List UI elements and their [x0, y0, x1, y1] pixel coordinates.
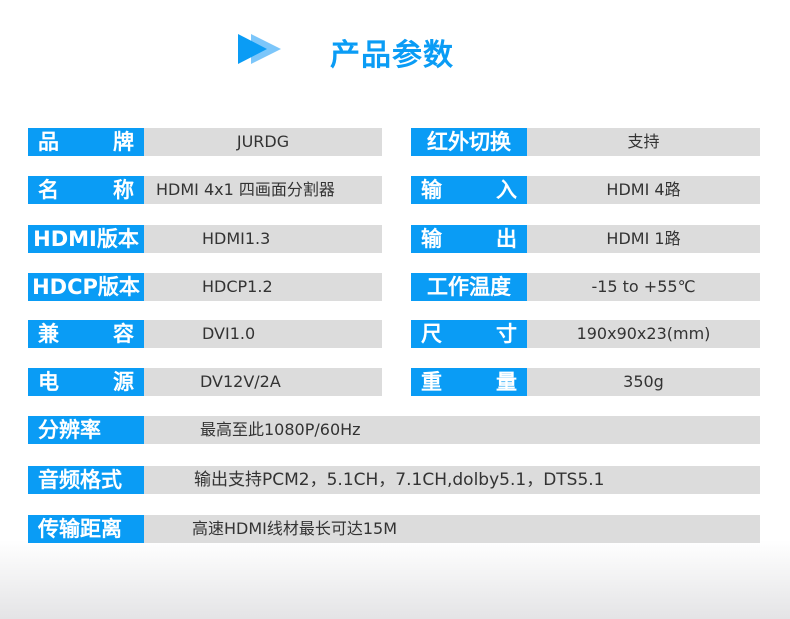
spec-label: 分辨率	[28, 416, 144, 444]
spec-label-text: 入	[496, 178, 517, 202]
spec-label: 重量	[411, 368, 527, 396]
spec-label-text: 输	[421, 227, 442, 251]
spec-label: HDMI版本	[28, 225, 144, 253]
spec-label-text: HDCP版本	[32, 275, 140, 299]
spec-label-text: 红外切换	[427, 130, 511, 154]
spec-value: DVI1.0	[144, 320, 382, 348]
spec-label-text: 电	[38, 370, 59, 394]
spec-label-text: 品	[38, 130, 59, 154]
spec-label-text: 名	[38, 178, 59, 202]
spec-label: 红外切换	[411, 128, 527, 156]
double-arrow-icon	[238, 34, 281, 64]
spec-label-text: 寸	[496, 322, 517, 346]
spec-label-text: 称	[113, 178, 134, 202]
spec-value: DV12V/2A	[144, 368, 382, 396]
spec-value: 350g	[527, 368, 760, 396]
spec-value: HDCP1.2	[144, 273, 382, 301]
spec-label: 输出	[411, 225, 527, 253]
spec-value: JURDG	[144, 128, 382, 156]
spec-label-text: 工作温度	[427, 275, 511, 299]
spec-value: HDMI1.3	[144, 225, 382, 253]
spec-label-text: 尺	[421, 322, 442, 346]
spec-label-text: 容	[113, 322, 134, 346]
spec-label: HDCP版本	[28, 273, 144, 301]
spec-label-text: 牌	[113, 130, 134, 154]
spec-label-text: 兼	[38, 322, 59, 346]
spec-label: 输入	[411, 176, 527, 204]
spec-label: 工作温度	[411, 273, 527, 301]
spec-label: 品牌	[28, 128, 144, 156]
spec-label-text: 源	[113, 370, 134, 394]
spec-label-text: 输	[421, 178, 442, 202]
spec-label: 兼容	[28, 320, 144, 348]
spec-label: 尺寸	[411, 320, 527, 348]
spec-value: 支持	[527, 128, 760, 156]
spec-label: 音频格式	[28, 466, 144, 494]
spec-label-text: HDMI版本	[33, 227, 139, 251]
spec-label-text: 量	[496, 370, 517, 394]
spec-value: 输出支持PCM2，5.1CH，7.1CH,dolby5.1，DTS5.1	[144, 466, 760, 494]
spec-label: 传输距离	[28, 515, 144, 543]
spec-value: HDMI 4x1 四画面分割器	[144, 176, 382, 204]
spec-label: 电源	[28, 368, 144, 396]
spec-label-text: 出	[496, 227, 517, 251]
spec-value: HDMI 4路	[527, 176, 760, 204]
page-title: 产品参数	[330, 38, 454, 73]
spec-label: 名称	[28, 176, 144, 204]
spec-value: -15 to +55℃	[527, 273, 760, 301]
spec-label-text: 重	[421, 370, 442, 394]
spec-value: HDMI 1路	[527, 225, 760, 253]
spec-value: 190x90x23(mm)	[527, 320, 760, 348]
spec-value: 最高至此1080P/60Hz	[144, 416, 760, 444]
spec-value: 高速HDMI线材最长可达15M	[144, 515, 760, 543]
